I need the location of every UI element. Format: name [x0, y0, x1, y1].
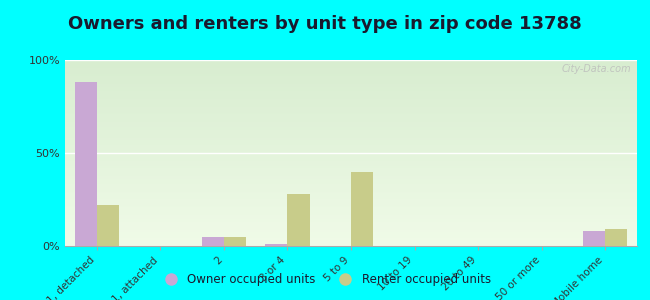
Bar — [265, 244, 287, 246]
Bar — [97, 205, 119, 246]
Bar — [202, 237, 224, 246]
Bar — [351, 172, 373, 246]
Bar — [75, 82, 97, 246]
Bar — [287, 194, 309, 246]
Bar — [583, 231, 605, 246]
Legend: Owner occupied units, Renter occupied units: Owner occupied units, Renter occupied un… — [154, 269, 496, 291]
Text: City-Data.com: City-Data.com — [562, 64, 631, 74]
Bar — [605, 229, 627, 246]
Bar — [224, 237, 246, 246]
Text: Owners and renters by unit type in zip code 13788: Owners and renters by unit type in zip c… — [68, 15, 582, 33]
